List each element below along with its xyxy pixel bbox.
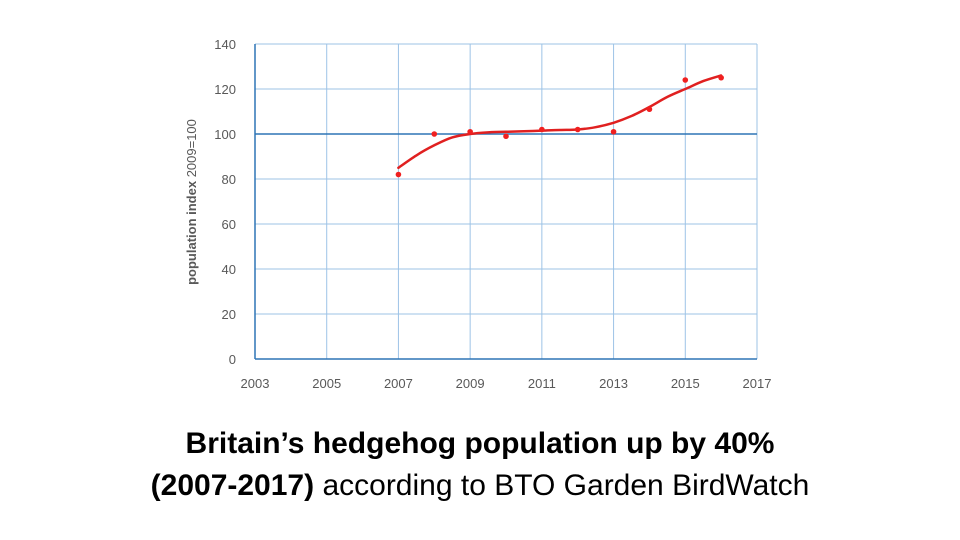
data-point xyxy=(610,128,617,135)
data-point xyxy=(395,171,402,178)
x-tick-label: 2015 xyxy=(671,376,700,391)
caption-source-line: (2007-2017) according to BTO Garden Bird… xyxy=(0,466,960,506)
y-axis-label-main: population index xyxy=(184,180,199,285)
x-tick-label: 2017 xyxy=(743,376,772,391)
data-points xyxy=(395,74,724,178)
y-tick-label: 0 xyxy=(229,352,236,367)
x-tick-label: 2011 xyxy=(528,376,556,391)
caption-years: (2007-2017) xyxy=(150,469,315,502)
trend-line-layer xyxy=(397,74,723,170)
data-point xyxy=(431,131,438,137)
x-tick-label: 2013 xyxy=(599,376,628,391)
y-tick-label: 120 xyxy=(214,82,236,97)
y-tick-label: 40 xyxy=(222,262,236,277)
y-tick-label: 60 xyxy=(222,217,236,232)
data-point xyxy=(574,126,581,133)
x-tick-label: 2005 xyxy=(312,376,341,391)
caption-headline: Britain’s hedgehog population up by 40% xyxy=(185,427,775,460)
hedgehog-population-chart: 0 20 40 60 80 100 120 140 2003 2005 2007 2009 2011 20… xyxy=(184,37,771,391)
x-tick-label: 2009 xyxy=(456,376,485,391)
data-point xyxy=(646,106,653,113)
data-point xyxy=(503,133,509,140)
x-tick-label: 2007 xyxy=(384,376,413,391)
y-tick-label: 20 xyxy=(222,307,236,322)
y-axis-label: population index 2009=100 xyxy=(184,119,199,285)
data-point xyxy=(718,74,724,81)
y-tick-label: 100 xyxy=(214,127,236,142)
trend-line xyxy=(397,74,723,170)
y-tick-label: 80 xyxy=(222,172,236,187)
data-point xyxy=(682,77,689,83)
y-tick-label: 140 xyxy=(214,37,236,52)
y-axis-label-note: 2009=100 xyxy=(184,119,199,181)
caption-source: according to BTO Garden BirdWatch xyxy=(314,469,810,502)
chart-grid xyxy=(255,43,758,359)
tick-labels: 0 20 40 60 80 100 120 140 2003 2005 2007 2009 2011 20… xyxy=(214,37,771,391)
data-point xyxy=(539,126,545,133)
data-point xyxy=(467,128,473,135)
x-tick-label: 2003 xyxy=(241,376,270,391)
